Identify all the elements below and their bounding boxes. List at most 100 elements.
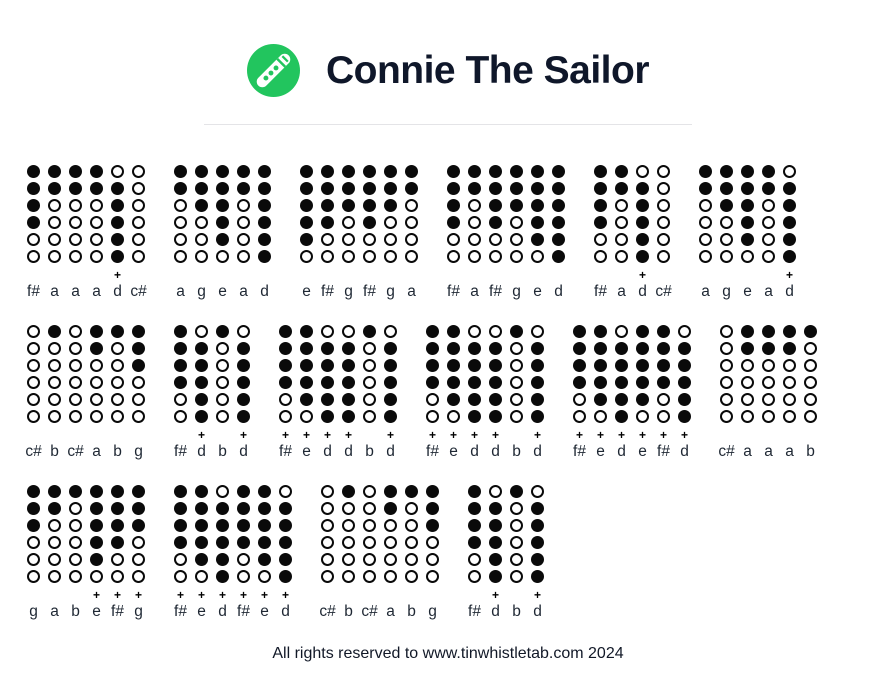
- closed-hole-icon: [804, 325, 817, 338]
- fingering-chart: [426, 325, 439, 423]
- fingering-chart: [489, 165, 502, 263]
- closed-hole-icon: [279, 359, 292, 372]
- closed-hole-icon: [363, 199, 376, 212]
- closed-hole-icon: [132, 485, 145, 498]
- closed-hole-icon: [300, 376, 313, 389]
- note-column: c#: [361, 485, 378, 622]
- open-hole-icon: [321, 553, 334, 566]
- closed-hole-icon: [384, 165, 397, 178]
- fingering-chart: [657, 165, 670, 263]
- open-hole-icon: [573, 393, 586, 406]
- closed-hole-icon: [111, 199, 124, 212]
- closed-hole-icon: [132, 325, 145, 338]
- open-hole-icon: [363, 485, 376, 498]
- note-column: a: [236, 165, 251, 302]
- note-column: a: [68, 165, 83, 302]
- closed-hole-icon: [342, 342, 355, 355]
- fingering-chart: [48, 165, 61, 263]
- fingering-chart: [363, 325, 376, 423]
- open-hole-icon: [216, 342, 229, 355]
- note-column: d: [551, 165, 566, 302]
- open-hole-icon: [111, 376, 124, 389]
- open-hole-icon: [48, 359, 61, 372]
- closed-hole-icon: [279, 376, 292, 389]
- open-hole-icon: [132, 199, 145, 212]
- open-hole-icon: [447, 410, 460, 423]
- open-hole-icon: [48, 376, 61, 389]
- note-label: d: [239, 443, 248, 460]
- open-hole-icon: [426, 410, 439, 423]
- note-label: b: [113, 443, 122, 460]
- closed-hole-icon: [636, 376, 649, 389]
- tab-sheet: f# a a a + d c# a g e a d e f# g f# g a f# a f# g e d f# a + d c# a g e…: [0, 125, 896, 622]
- note-label: a: [50, 283, 59, 300]
- closed-hole-icon: [195, 199, 208, 212]
- note-label: a: [764, 283, 773, 300]
- closed-hole-icon: [741, 199, 754, 212]
- open-hole-icon: [111, 393, 124, 406]
- note-label: b: [50, 443, 59, 460]
- note-label: d: [344, 443, 353, 460]
- octave-plus-mark: +: [344, 428, 352, 442]
- open-hole-icon: [510, 250, 523, 263]
- open-hole-icon: [111, 410, 124, 423]
- fingering-chart: [594, 325, 607, 423]
- open-hole-icon: [174, 250, 187, 263]
- note-column: + d: [215, 485, 230, 622]
- closed-hole-icon: [258, 250, 271, 263]
- note-label: f#: [279, 443, 292, 460]
- closed-hole-icon: [90, 553, 103, 566]
- note-column: b: [404, 485, 419, 622]
- closed-hole-icon: [342, 410, 355, 423]
- note-column: + e: [446, 325, 461, 462]
- closed-hole-icon: [321, 393, 334, 406]
- note-column: b: [509, 325, 524, 462]
- closed-hole-icon: [489, 342, 502, 355]
- open-hole-icon: [237, 553, 250, 566]
- note-label: e: [638, 443, 647, 460]
- closed-hole-icon: [216, 502, 229, 515]
- open-hole-icon: [90, 376, 103, 389]
- closed-hole-icon: [426, 502, 439, 515]
- open-hole-icon: [783, 165, 796, 178]
- open-hole-icon: [405, 502, 418, 515]
- closed-hole-icon: [468, 536, 481, 549]
- closed-hole-icon: [741, 182, 754, 195]
- open-hole-icon: [615, 233, 628, 246]
- closed-hole-icon: [636, 250, 649, 263]
- closed-hole-icon: [27, 502, 40, 515]
- closed-hole-icon: [300, 233, 313, 246]
- open-hole-icon: [720, 410, 733, 423]
- note-label: b: [218, 443, 227, 460]
- closed-hole-icon: [90, 182, 103, 195]
- note-column: c#: [718, 325, 735, 462]
- open-hole-icon: [321, 233, 334, 246]
- note-label: a: [92, 283, 101, 300]
- note-label: a: [764, 443, 773, 460]
- fingering-chart: [216, 485, 229, 583]
- closed-hole-icon: [447, 342, 460, 355]
- note-column: a: [740, 325, 755, 462]
- open-hole-icon: [594, 250, 607, 263]
- open-hole-icon: [216, 410, 229, 423]
- open-hole-icon: [762, 233, 775, 246]
- closed-hole-icon: [216, 325, 229, 338]
- fingering-chart: [699, 165, 712, 263]
- closed-hole-icon: [384, 485, 397, 498]
- note-label: e: [260, 603, 269, 620]
- open-hole-icon: [720, 233, 733, 246]
- closed-hole-icon: [615, 182, 628, 195]
- note-label: b: [806, 443, 815, 460]
- open-hole-icon: [48, 216, 61, 229]
- closed-hole-icon: [489, 359, 502, 372]
- closed-hole-icon: [111, 519, 124, 532]
- note-column: b: [215, 325, 230, 462]
- closed-hole-icon: [27, 199, 40, 212]
- open-hole-icon: [237, 250, 250, 263]
- note-label: c#: [130, 283, 147, 300]
- note-column: d: [257, 165, 272, 302]
- octave-plus-mark: +: [302, 428, 310, 442]
- open-hole-icon: [342, 216, 355, 229]
- open-hole-icon: [489, 325, 502, 338]
- open-hole-icon: [510, 570, 523, 583]
